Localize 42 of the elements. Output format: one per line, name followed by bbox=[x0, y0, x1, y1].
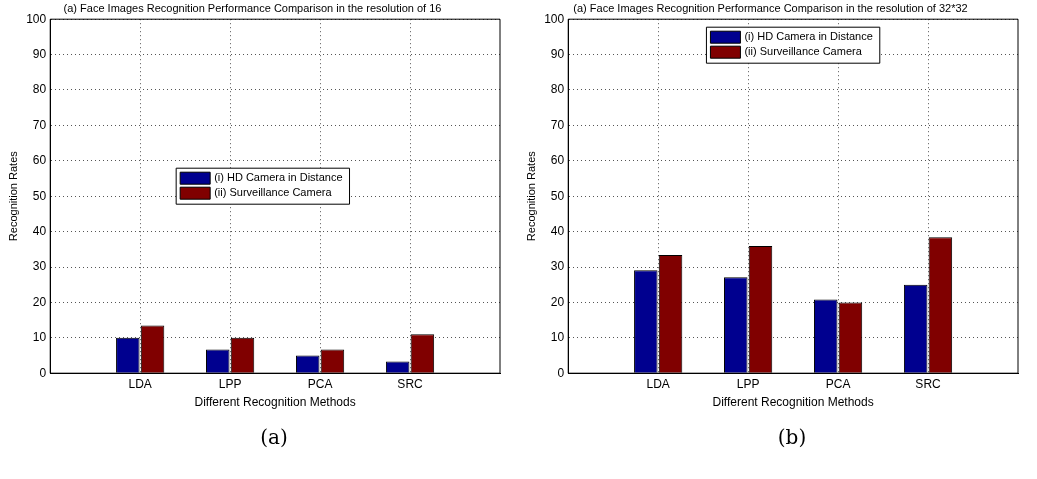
text: (b) bbox=[777, 425, 807, 449]
y-tick-label: 10 bbox=[550, 330, 565, 345]
x-tick-label: LPP bbox=[736, 376, 760, 391]
y-tick-label: 50 bbox=[550, 188, 565, 203]
y-tick-label: 60 bbox=[550, 153, 565, 168]
legend-label: (ii) Surveillance Camera bbox=[214, 186, 333, 199]
y-tick-label: 40 bbox=[550, 223, 565, 238]
y-axis-title: Recognition Rates bbox=[6, 150, 19, 242]
x-tick-label: PCA bbox=[307, 376, 333, 391]
chart-title: (a) Face Images Recognition Performance Comparison in the resolution of 16 bbox=[63, 1, 442, 14]
legend-label: (ii) Surveillance Camera bbox=[744, 45, 863, 58]
y-axis-title: Recognition Rates bbox=[524, 150, 537, 242]
y-tick-label: 80 bbox=[550, 82, 565, 97]
text: (a) bbox=[260, 425, 288, 449]
y-tick-label: 100 bbox=[544, 11, 565, 26]
x-tick-label: LDA bbox=[128, 376, 152, 391]
y-tick-label: 80 bbox=[32, 82, 47, 97]
y-tick-label: 90 bbox=[32, 46, 47, 61]
y-tick-label: 0 bbox=[557, 365, 565, 380]
y-tick-label: 0 bbox=[39, 365, 47, 380]
x-axis-title: Different Recognition Methods bbox=[712, 395, 874, 410]
x-tick-label: SRC bbox=[915, 376, 942, 391]
y-tick-label: 60 bbox=[32, 153, 47, 168]
y-tick-label: 20 bbox=[550, 294, 565, 309]
y-tick-label: 20 bbox=[32, 294, 47, 309]
chart-title: (a) Face Images Recognition Performance Comparison in the resolution of 32*32 bbox=[573, 1, 968, 14]
x-tick-label: LDA bbox=[646, 376, 670, 391]
y-tick-label: 70 bbox=[32, 117, 47, 132]
y-tick-label: 90 bbox=[550, 46, 565, 61]
legend-label: (i) HD Camera in Distance bbox=[214, 171, 343, 184]
y-tick-label: 30 bbox=[32, 259, 47, 274]
x-tick-label: PCA bbox=[825, 376, 851, 391]
x-tick-label: SRC bbox=[397, 376, 424, 391]
y-tick-label: 10 bbox=[32, 330, 47, 345]
y-tick-label: 30 bbox=[550, 259, 565, 274]
y-tick-label: 50 bbox=[32, 188, 47, 203]
y-tick-label: 70 bbox=[550, 117, 565, 132]
x-axis-title: Different Recognition Methods bbox=[194, 395, 356, 410]
y-tick-label: 100 bbox=[26, 11, 47, 26]
x-tick-label: LPP bbox=[218, 376, 242, 391]
y-tick-label: 40 bbox=[32, 223, 47, 238]
legend-label: (i) HD Camera in Distance bbox=[744, 30, 873, 43]
